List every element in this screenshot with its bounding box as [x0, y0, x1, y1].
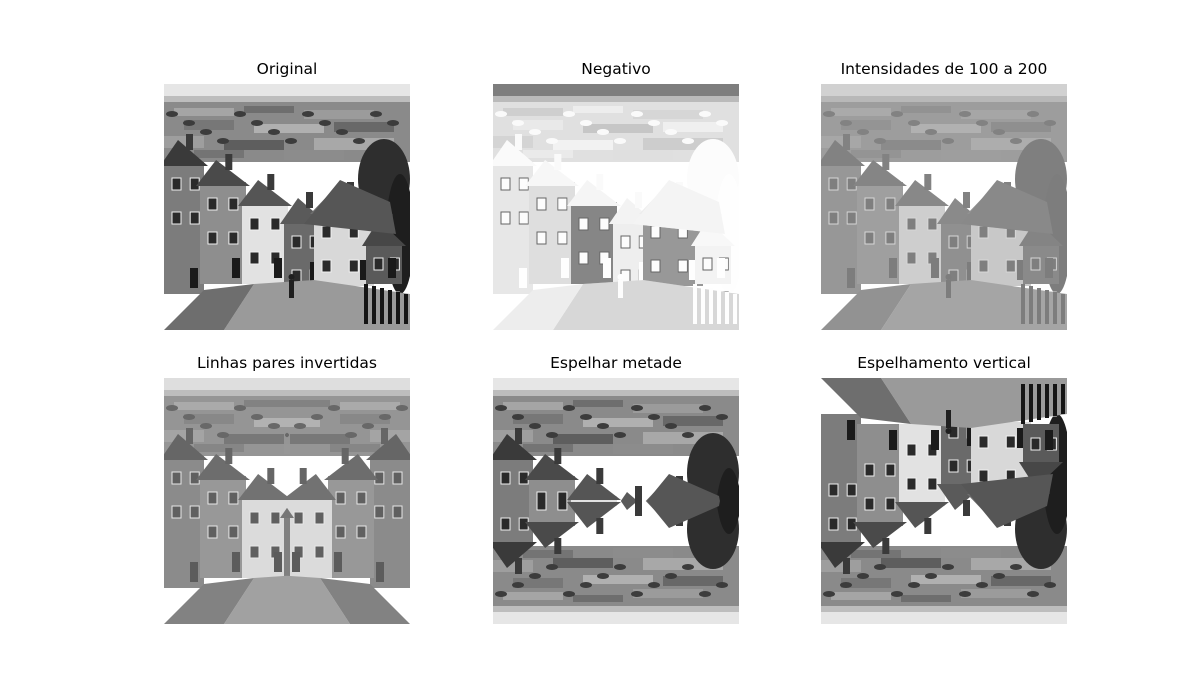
panel-title: Espelhar metade — [550, 354, 682, 372]
photo-intensidades — [821, 84, 1067, 330]
panel-title: Linhas pares invertidas — [196, 354, 377, 372]
panel-title: Negativo — [581, 60, 651, 78]
photo-linhas-pares — [164, 378, 410, 624]
photo-original — [164, 84, 410, 330]
photo-espelhamento-vertical — [821, 378, 1067, 624]
panel-title: Original — [256, 60, 318, 78]
photo-negativo — [493, 84, 739, 330]
photo-espelhar-metade — [493, 378, 739, 624]
panel-title: Espelhamento vertical — [857, 354, 1031, 372]
panel-title: Intensidades de 100 a 200 — [840, 60, 1048, 78]
